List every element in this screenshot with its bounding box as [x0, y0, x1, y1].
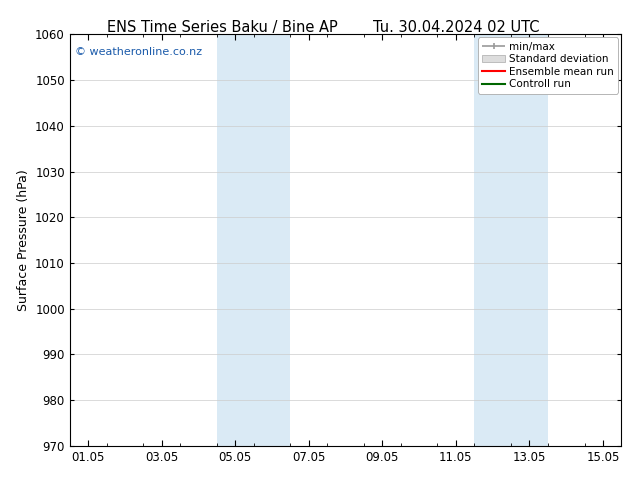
Legend: min/max, Standard deviation, Ensemble mean run, Controll run: min/max, Standard deviation, Ensemble me… [478, 37, 618, 94]
Bar [474, 34, 548, 446]
Text: © weatheronline.co.nz: © weatheronline.co.nz [75, 47, 202, 57]
Text: ENS Time Series Baku / Bine AP: ENS Time Series Baku / Bine AP [107, 20, 337, 35]
Bar [217, 34, 290, 446]
Y-axis label: Surface Pressure (hPa): Surface Pressure (hPa) [16, 169, 30, 311]
Text: Tu. 30.04.2024 02 UTC: Tu. 30.04.2024 02 UTC [373, 20, 540, 35]
